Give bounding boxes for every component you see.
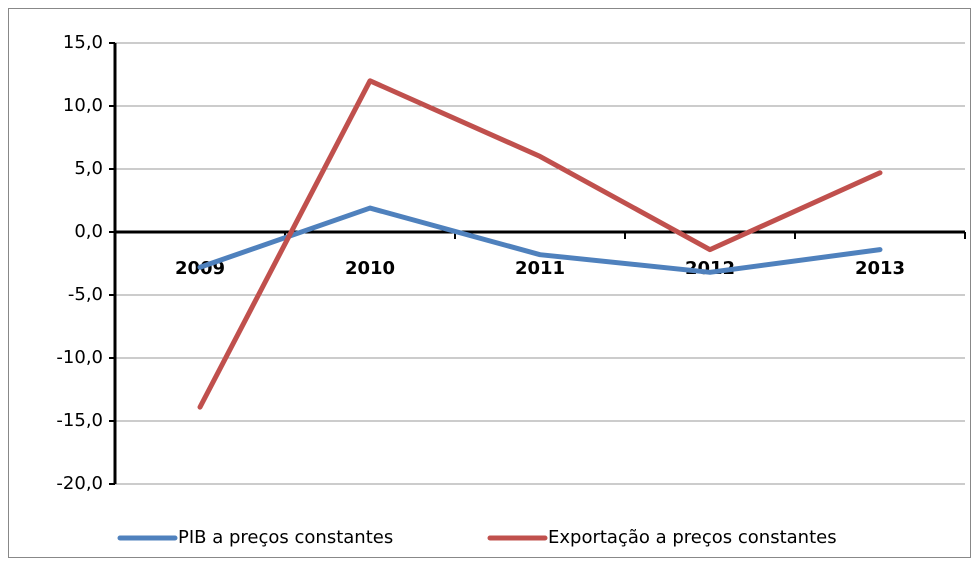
y-tick-label: 5,0 <box>74 158 103 179</box>
legend-label: Exportação a preços constantes <box>548 527 837 548</box>
x-tick-label: 2012 <box>685 258 735 279</box>
legend-label: PIB a preços constantes <box>178 527 393 548</box>
series-line <box>197 205 883 275</box>
y-tick-label: -10,0 <box>56 347 103 368</box>
x-tick-label: 2013 <box>855 258 905 279</box>
y-tick-label: 10,0 <box>63 95 103 116</box>
series-line <box>197 78 883 410</box>
y-tick-label: 15,0 <box>63 32 103 53</box>
x-tick-label: 2011 <box>515 258 565 279</box>
x-tick-label: 2010 <box>345 258 395 279</box>
y-tick-label: 0,0 <box>74 221 103 242</box>
y-tick-label: -20,0 <box>56 473 103 494</box>
chart-border <box>8 8 971 558</box>
y-tick-label: -5,0 <box>68 284 103 305</box>
y-tick-label: -15,0 <box>56 410 103 431</box>
